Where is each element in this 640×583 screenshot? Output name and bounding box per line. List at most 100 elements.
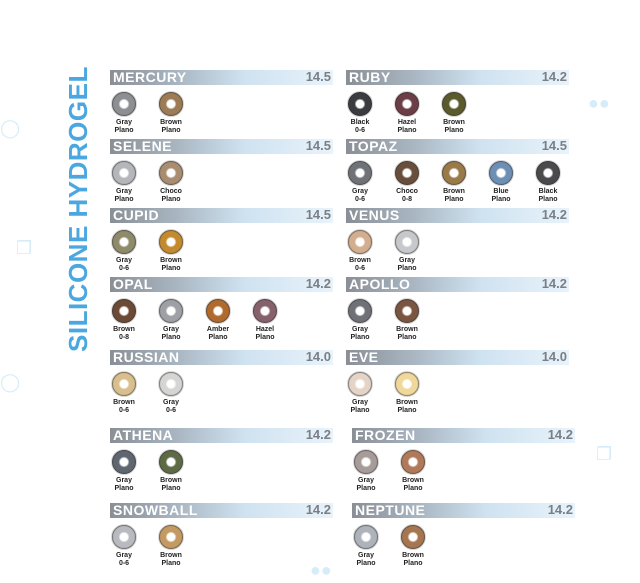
lens-color-label: Brown: [113, 326, 135, 333]
lens-power-label: Plano: [403, 485, 423, 492]
lens-power-label: Plano: [161, 127, 181, 134]
lens-swatch: [347, 371, 373, 397]
lens-swatch: [353, 524, 379, 550]
lens-swatch: [394, 229, 420, 255]
lens-item: Brown 0-8: [104, 298, 144, 342]
lens-swatch: [347, 298, 373, 324]
lens-swatch: [111, 229, 137, 255]
lens-swatch: [347, 91, 373, 117]
lens-item: Brown Plano: [151, 91, 191, 135]
lens-item: Choco 0-8: [387, 160, 427, 204]
lens-swatch: [158, 371, 184, 397]
lens-swatch: [394, 298, 420, 324]
product-section-neptune: NEPTUNE 14.2 Gray Plano Brown Plano: [352, 502, 575, 571]
diameter-value: 14.5: [305, 69, 331, 84]
lens-item: Brown 0-6: [340, 229, 380, 273]
lens-power-label: Plano: [397, 127, 417, 134]
lens-color-label: Gray: [116, 119, 132, 126]
lens-item: Gray Plano: [104, 91, 144, 135]
lens-item: Gray 0-6: [104, 524, 144, 568]
product-name: EVE: [349, 349, 379, 365]
lens-item: Brown Plano: [434, 91, 474, 135]
lens-swatch: [111, 449, 137, 475]
lens-power-label: Plano: [350, 334, 370, 341]
lens-color-label: Black: [350, 119, 370, 126]
lens-swatch: [158, 298, 184, 324]
lens-swatch: [347, 160, 373, 186]
section-header: SNOWBALL 14.2: [110, 502, 333, 518]
product-section-topaz: TOPAZ 14.5 Gray 0-6 Choco 0-8 Brown Plano Blue Pl…: [346, 138, 569, 207]
lens-item: Brown Plano: [387, 298, 427, 342]
lens-color-label: Blue: [493, 188, 509, 195]
lens-swatch: [394, 371, 420, 397]
lens-item: Gray Plano: [346, 524, 386, 568]
lens-color-label: Brown: [443, 119, 465, 126]
section-header: VENUS 14.2: [346, 207, 569, 223]
lens-item: Gray Plano: [104, 160, 144, 204]
lens-power-label: 0-8: [401, 196, 413, 203]
diameter-value: 14.5: [305, 207, 331, 222]
lens-swatch: [347, 229, 373, 255]
lens-color-label: Gray: [116, 257, 132, 264]
title-text: SILICONE HYDROGEL: [63, 66, 93, 352]
lens-swatch: [111, 298, 137, 324]
lens-swatch: [158, 229, 184, 255]
product-name: OPAL: [113, 276, 153, 292]
lens-item: Black Plano: [528, 160, 568, 204]
product-name: TOPAZ: [349, 138, 398, 154]
product-section-mercury: MERCURY 14.5 Gray Plano Brown Plano: [110, 69, 333, 138]
product-section-eve: EVE 14.0 Gray Plano Brown Plano: [346, 349, 569, 418]
section-header: APOLLO 14.2: [346, 276, 569, 292]
product-name: SNOWBALL: [113, 502, 198, 518]
section-header: OPAL 14.2: [110, 276, 333, 292]
product-section-cupid: CUPID 14.5 Gray 0-6 Brown Plano: [110, 207, 333, 276]
lens-swatch: [400, 524, 426, 550]
lens-color-label: Gray: [116, 477, 132, 484]
lens-color-label: Gray: [116, 188, 132, 195]
lens-swatch: [488, 160, 514, 186]
diameter-value: 14.2: [541, 69, 567, 84]
lens-power-label: Plano: [397, 334, 417, 341]
section-header: RUSSIAN 14.0: [110, 349, 333, 365]
lens-color-label: Black: [538, 188, 558, 195]
lens-power-label: Plano: [161, 485, 181, 492]
lens-power-label: Plano: [403, 560, 423, 567]
lens-item: Gray Plano: [387, 229, 427, 273]
lens-item: Gray Plano: [340, 298, 380, 342]
lens-item: Gray 0-6: [104, 229, 144, 273]
lens-item: Black 0-6: [340, 91, 380, 135]
decorative-bottle-icon: ◯: [0, 118, 21, 138]
lens-item: Amber Plano: [198, 298, 238, 342]
lens-swatch: [394, 91, 420, 117]
lens-color-label: Gray: [163, 326, 179, 333]
diameter-value: 14.0: [305, 349, 331, 364]
product-name: RUSSIAN: [113, 349, 180, 365]
lens-item: Gray Plano: [340, 371, 380, 415]
diameter-value: 14.0: [541, 349, 567, 364]
lens-power-label: 0-6: [118, 560, 130, 567]
lens-power-label: Plano: [491, 196, 511, 203]
product-section-athena: ATHENA 14.2 Gray Plano Brown Plano: [110, 427, 333, 496]
lens-item: Brown Plano: [393, 449, 433, 493]
lens-swatch: [158, 524, 184, 550]
lens-power-label: Plano: [161, 196, 181, 203]
decorative-lens-case-icon: ●●: [310, 560, 332, 580]
lens-item: Brown Plano: [151, 229, 191, 273]
lens-power-label: Plano: [114, 196, 134, 203]
lens-swatch: [535, 160, 561, 186]
section-header: RUBY 14.2: [346, 69, 569, 85]
lens-color-label: Brown: [443, 188, 465, 195]
lens-swatch: [158, 91, 184, 117]
lens-color-label: Gray: [399, 257, 415, 264]
lens-color-label: Brown: [160, 119, 182, 126]
lens-color-label: Hazel: [255, 326, 275, 333]
lens-swatch: [111, 91, 137, 117]
lens-item: Gray Plano: [346, 449, 386, 493]
product-name: CUPID: [113, 207, 160, 223]
product-name: NEPTUNE: [355, 502, 426, 518]
lens-color-label: Choco: [396, 188, 418, 195]
section-header: SELENE 14.5: [110, 138, 333, 154]
product-name: APOLLO: [349, 276, 411, 292]
lens-power-label: Plano: [350, 407, 370, 414]
lens-color-label: Gray: [358, 552, 374, 559]
